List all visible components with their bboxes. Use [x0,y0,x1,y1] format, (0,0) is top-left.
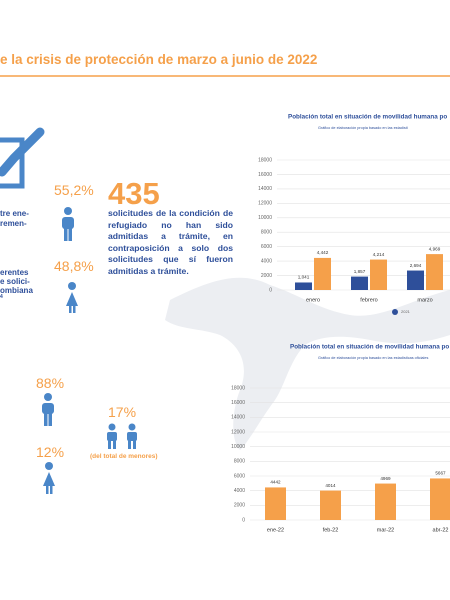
y-tick-label: 12000 [231,429,245,435]
chart-subtitle: Gráfico de elaboración propia basado en … [318,356,428,360]
stat-minors: 17% [108,404,137,420]
left-text: ombiana [0,286,33,295]
y-tick-label: 18000 [231,385,245,391]
value-label: 4969 [380,476,391,481]
legend-swatch [392,309,398,315]
y-tick-label: 12000 [258,201,272,207]
x-tick-label: ene-22 [267,527,284,533]
y-tick-label: 16000 [258,172,272,178]
y-tick-label: 2000 [261,273,272,279]
left-text: erentes [0,268,29,277]
y-tick-label: 6000 [234,473,245,479]
left-text: remen- [0,219,27,228]
bar [295,282,312,290]
map-shape [165,277,450,450]
bar [407,270,424,290]
y-tick-label: 10000 [231,444,245,450]
big-number-text: solicitudes de la condición de refugiado… [108,208,233,276]
value-label: 4,442 [317,250,329,255]
left-text: tre ene- [0,209,29,218]
y-tick-label: 8000 [261,230,272,236]
left-text: e solici- [0,277,30,286]
bar [375,483,396,520]
y-tick-label: 0 [242,517,245,523]
stat-women: 48,8% [54,258,94,274]
x-tick-label: abr-22 [433,527,449,533]
page-title: e la crisis de protección de marzo a jun… [0,52,318,67]
bar [265,487,286,520]
bar [430,478,450,520]
value-label: 4,214 [373,252,385,257]
stat-boys: 88% [36,375,65,391]
bar [426,254,443,290]
value-label: 4014 [325,483,336,488]
legend-label: 2021 [401,309,411,314]
x-tick-label: feb-22 [323,527,339,533]
x-tick-label: mar-22 [377,527,394,533]
bar [351,276,368,290]
value-label: 4,969 [429,246,441,251]
bar [370,259,387,290]
y-tick-label: 0 [269,287,272,293]
bar [320,490,341,520]
y-tick-label: 14000 [258,186,272,192]
left-text: 4 [0,294,3,300]
chart-title: Población total en situación de movilida… [288,114,447,121]
stat-minors-note: (del total de menores) [90,453,158,460]
value-label: 5667 [435,471,446,476]
bar [314,257,331,290]
check-icon [0,127,45,189]
value-label: 2,694 [410,263,422,268]
x-tick-label: febrero [360,297,377,303]
big-number: 435 [108,176,160,211]
y-tick-label: 10000 [258,215,272,221]
person-icons [42,207,137,494]
x-tick-label: enero [306,297,320,303]
y-tick-label: 2000 [234,503,245,509]
y-tick-label: 6000 [261,244,272,250]
value-label: 1,041 [298,275,310,280]
value-label: 4442 [270,480,281,485]
y-tick-label: 16000 [231,400,245,406]
chart-title: Población total en situación de movilida… [290,344,449,351]
y-tick-label: 8000 [234,459,245,465]
x-tick-label: marzo [417,297,432,303]
y-tick-label: 4000 [234,488,245,494]
y-tick-label: 18000 [258,157,272,163]
stat-men: 55,2% [54,182,94,198]
chart-subtitle: Gráfico de elaboración propia basado en … [318,126,408,130]
y-tick-label: 4000 [261,258,272,264]
value-label: 1,857 [354,269,366,274]
stat-girls: 12% [36,444,65,460]
y-tick-label: 14000 [231,415,245,421]
